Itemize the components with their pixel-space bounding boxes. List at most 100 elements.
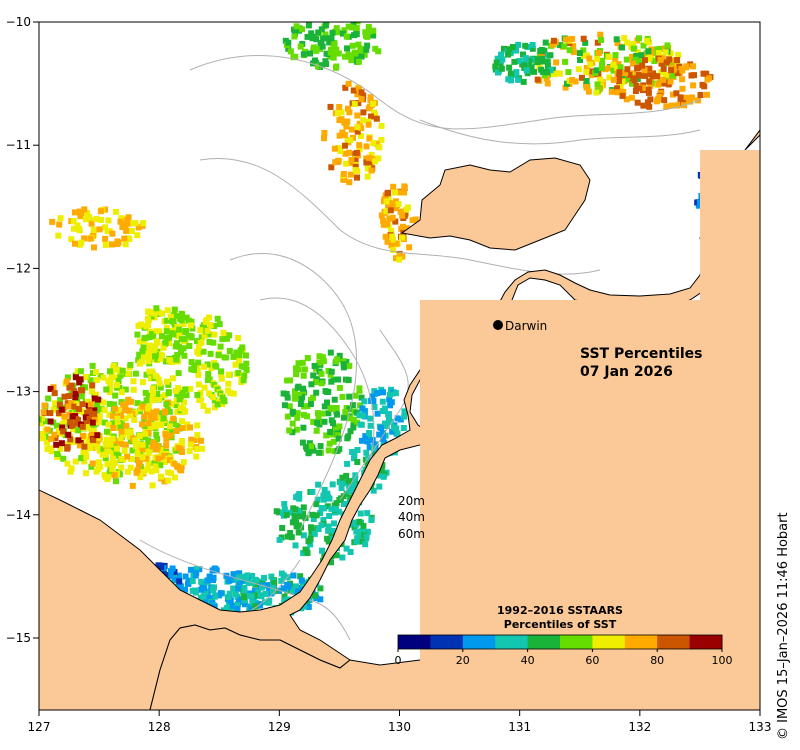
sst-pixel	[531, 68, 537, 75]
sst-pixel	[204, 407, 211, 414]
sst-pixel	[315, 526, 322, 532]
sst-pixel	[312, 57, 318, 64]
sst-pixel	[109, 466, 116, 473]
sst-pixel	[257, 602, 264, 609]
sst-pixel	[72, 458, 79, 465]
sst-pixel	[353, 25, 360, 31]
sst-pixel	[386, 215, 393, 222]
sst-pixel	[144, 424, 151, 431]
sst-pixel	[305, 604, 312, 610]
sst-pixel	[304, 33, 311, 40]
sst-pixel	[313, 512, 320, 519]
sst-pixel	[268, 573, 275, 580]
sst-pixel	[178, 336, 185, 343]
sst-pixel	[379, 398, 386, 405]
sst-pixel	[380, 389, 386, 396]
sst-pixel	[359, 405, 366, 412]
sst-pixel	[57, 445, 64, 452]
sst-pixel	[121, 370, 128, 377]
sst-pixel	[166, 340, 173, 347]
sst-pixel	[327, 429, 334, 435]
sst-pixel	[181, 399, 188, 406]
sst-pixel	[323, 35, 330, 42]
sst-pixel	[619, 79, 626, 85]
sst-pixel	[205, 371, 212, 377]
sst-pixel	[151, 414, 158, 421]
sst-pixel	[389, 233, 396, 240]
sst-pixel	[343, 472, 350, 479]
sst-pixel	[374, 410, 381, 417]
sst-pixel	[94, 432, 101, 439]
sst-pixel	[319, 547, 325, 554]
sst-pixel	[134, 400, 141, 407]
sst-pixel	[155, 309, 162, 316]
sst-pixel	[96, 413, 103, 420]
sst-pixel	[64, 374, 71, 381]
sst-pixel	[690, 82, 697, 89]
sst-pixel	[315, 414, 322, 421]
sst-pixel	[350, 424, 357, 431]
sst-pixel	[114, 415, 121, 422]
sst-pixel	[337, 478, 344, 485]
sst-pixel	[200, 322, 207, 329]
sst-pixel	[93, 369, 99, 376]
sst-pixel	[309, 511, 316, 518]
sst-pixel	[340, 176, 347, 183]
sst-pixel	[68, 465, 75, 472]
sst-pixel	[679, 67, 686, 74]
sst-pixel	[150, 333, 157, 340]
sst-pixel	[146, 352, 153, 359]
sst-pixel	[634, 76, 641, 82]
sst-pixel	[152, 343, 158, 350]
sst-pixel	[95, 419, 102, 426]
sst-pixel	[332, 426, 339, 433]
sst-pixel	[599, 57, 605, 64]
sst-pixel	[139, 403, 146, 410]
sst-pixel	[43, 418, 49, 425]
sst-pixel	[366, 154, 373, 161]
sst-pixel	[289, 408, 296, 415]
colorbar-swatch	[462, 635, 496, 649]
sst-pixel	[281, 506, 288, 513]
sst-pixel	[204, 361, 211, 368]
sst-pixel	[319, 354, 326, 361]
sst-pixel	[649, 73, 656, 80]
sst-pixel	[198, 437, 204, 444]
sst-pixel	[705, 75, 712, 82]
sst-pixel	[318, 522, 325, 529]
sst-pixel	[86, 214, 93, 221]
sst-pixel	[351, 452, 358, 459]
sst-pixel	[167, 428, 174, 435]
sst-pixel	[335, 157, 342, 164]
sst-pixel	[395, 201, 402, 208]
sst-pixel	[534, 59, 541, 66]
sst-pixel	[696, 199, 703, 206]
sst-pixel	[210, 339, 217, 346]
sst-pixel	[325, 367, 332, 374]
sst-pixel	[285, 583, 292, 590]
sst-pixel	[704, 91, 710, 98]
sst-pixel	[166, 357, 173, 364]
sst-pixel	[581, 52, 587, 59]
sst-pixel	[353, 538, 360, 545]
sst-pixel	[505, 76, 512, 83]
sst-pixel	[378, 466, 385, 473]
sst-pixel	[674, 102, 681, 109]
sst-pixel	[76, 227, 83, 234]
sst-pixel	[216, 321, 223, 328]
sst-pixel	[49, 218, 56, 225]
sst-pixel	[149, 443, 156, 449]
sst-pixel	[176, 396, 183, 403]
sst-pixel	[337, 148, 344, 155]
sst-pixel	[291, 514, 298, 521]
sst-pixel	[180, 459, 187, 466]
sst-pixel	[127, 412, 134, 419]
sst-pixel	[232, 361, 239, 368]
sst-pixel	[96, 447, 103, 454]
sst-pixel	[204, 327, 211, 334]
sst-pixel	[236, 357, 243, 364]
sst-pixel	[102, 206, 109, 213]
sst-pixel	[149, 396, 156, 403]
sst-pixel	[300, 504, 307, 511]
